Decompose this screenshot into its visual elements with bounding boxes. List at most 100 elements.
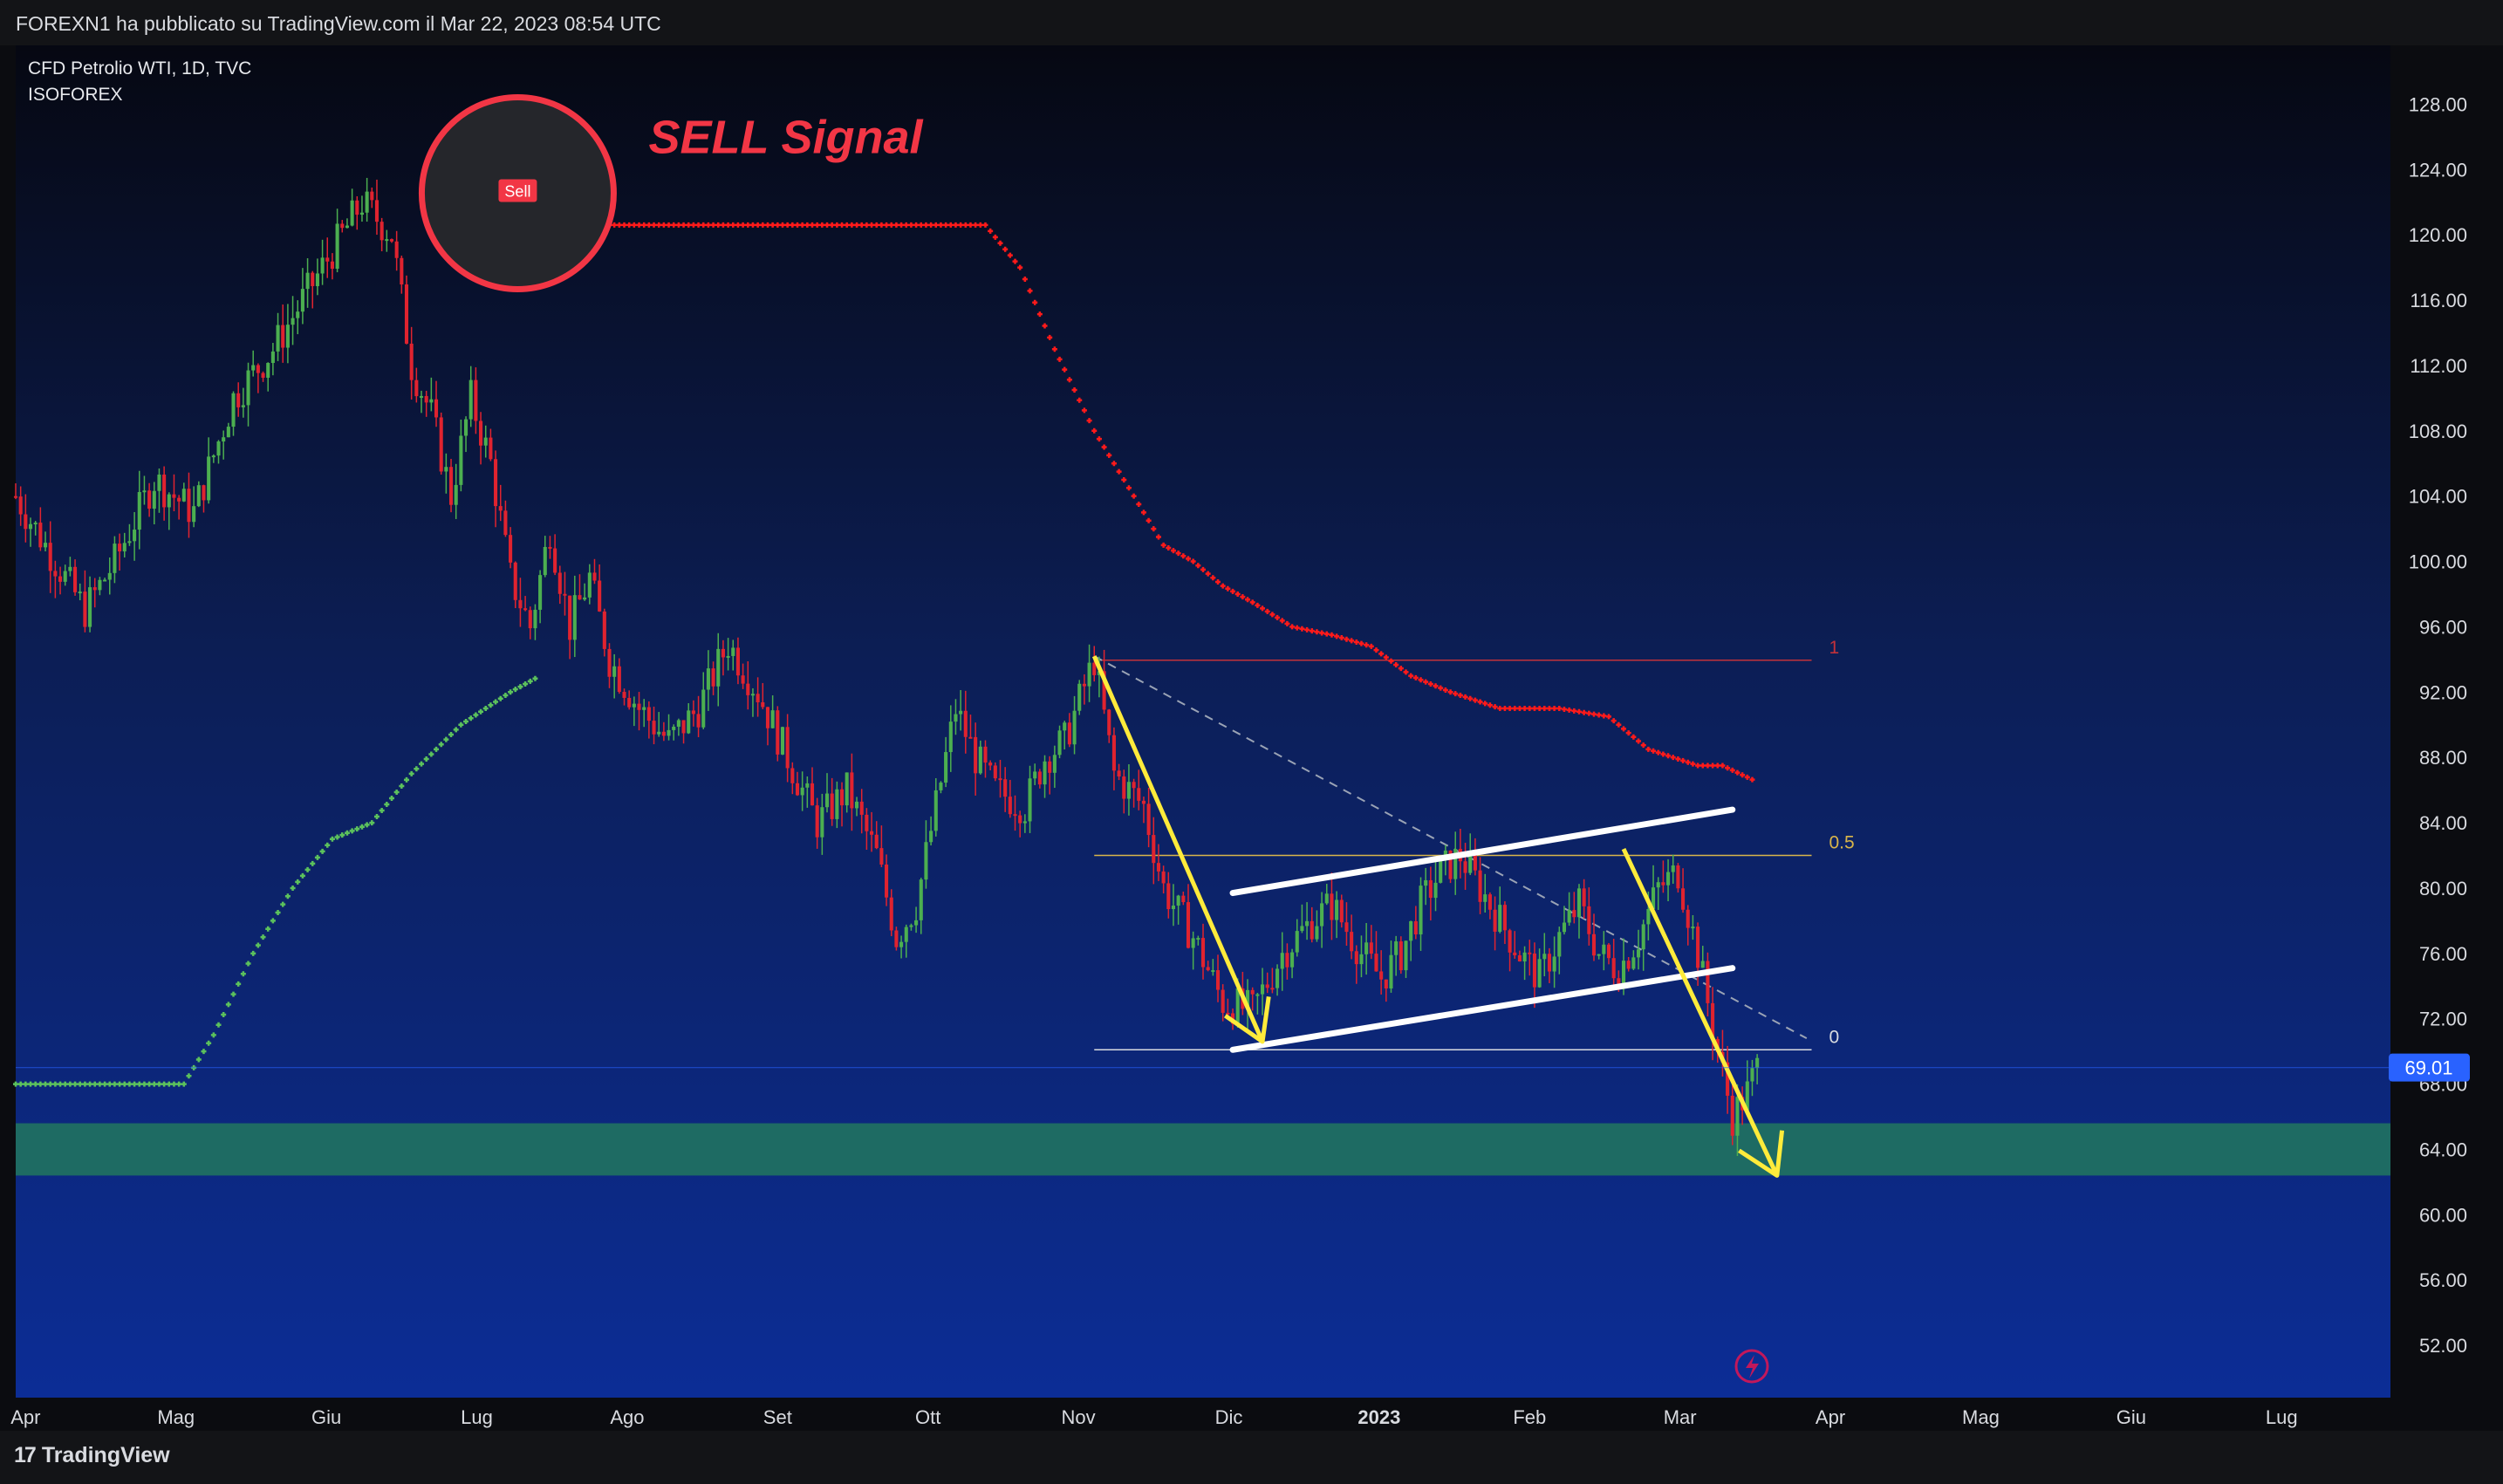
trailing-stop-bear-dot [1660,751,1666,757]
trailing-stop-bear-dot [1279,618,1285,624]
candle-body [1211,970,1215,973]
candle-body [874,834,879,849]
candle-body [1141,800,1145,804]
candle-body [1557,932,1562,957]
candle-body [988,763,993,766]
trailing-stop-bear-dot [903,222,909,228]
candle-body [409,343,414,380]
candle-body [1587,906,1591,934]
trailing-stop-bear-dot [1314,629,1320,635]
trailing-stop-bull-dot [156,1081,162,1087]
tradingview-logo[interactable]: 17 TradingView [14,1443,170,1468]
candle-body [1433,882,1438,899]
candle-body [127,541,132,544]
time-axis-tick: Lug [461,1406,493,1428]
trailing-stop-bull-dot [112,1081,118,1087]
time-axis-tick: Lug [2266,1406,2298,1428]
candle-body [122,543,127,552]
candle-body [954,714,958,722]
candle-body [276,325,280,352]
candle-body [1166,883,1171,910]
trailing-stop-bear-dot [720,222,726,228]
candle-body [750,694,755,696]
candle-body [1018,815,1022,824]
candle-body [1478,870,1482,902]
trailing-stop-bear-dot [651,222,657,228]
trailing-stop-bear-dot [740,222,746,228]
candle-body [1453,849,1458,879]
trailing-stop-bear-dot [1136,502,1142,508]
candle-body [1354,951,1358,965]
candle-body [1235,988,1240,1024]
trailing-stop-bear-dot [1334,633,1340,639]
trailing-stop-bull-dot [310,860,316,866]
trailing-stop-bear-dot [1205,571,1211,577]
candle-body [578,595,582,600]
candle-body [1428,879,1433,899]
candle-body [1656,882,1660,888]
trailing-stop-bull-dot [468,715,474,721]
trailing-stop-bear-dot [769,222,776,228]
candle-body [1730,1095,1734,1136]
candle-body [1483,894,1487,902]
candle-body [83,592,87,627]
candle-body [459,435,463,485]
candle-body [765,707,770,728]
time-axis-tick: Mag [157,1406,195,1428]
trailing-stop-bull-dot [354,826,360,832]
trailing-stop-bear-dot [745,222,751,228]
trailing-stop-bear-dot [641,222,647,228]
trailing-stop-bull-dot [339,832,345,838]
trailing-stop-bull-dot [260,934,266,940]
candle-body [1641,924,1645,950]
trailing-stop-bear-dot [1492,704,1498,710]
candle-body [28,523,33,530]
trailing-stop-bull-dot [399,783,405,789]
candle-body [1676,865,1680,889]
time-axis-tick: Giu [2117,1406,2146,1428]
channel-line [1229,965,1736,1053]
symbol-title: CFD Petrolio WTI, 1D, TVC [28,58,251,79]
candle-body [785,727,790,769]
candle-body [142,490,147,493]
price-axis-tick: 116.00 [2410,290,2467,311]
trailing-stop-bear-dot [1304,626,1310,633]
trailing-stop-bear-dot [631,222,637,228]
plot-background [16,45,2390,1398]
candle-body [919,879,923,920]
tradingview-brand-text: TradingView [41,1443,170,1467]
candle-body [974,736,978,774]
trailing-stop-bear-dot [749,222,756,228]
candle-body [494,459,498,507]
candle-body [993,765,997,779]
candle-body [1419,886,1423,935]
trailing-stop-bear-dot [997,240,1003,246]
trailing-stop-bear-dot [1442,687,1448,693]
trailing-stop-bull-dot [206,1040,212,1046]
trailing-stop-bear-dot [953,222,959,228]
candle-body [266,363,270,378]
time-axis-tick: Ott [915,1406,940,1428]
trailing-stop-bear-dot [1042,323,1048,329]
candle-body [311,272,315,286]
candle-body [394,241,399,258]
trailing-stop-bear-dot [899,222,905,228]
candle-body [929,831,933,843]
trailing-stop-bull-dot [265,926,271,932]
time-axis-panel [0,1398,2503,1431]
trailing-stop-bear-dot [1427,680,1433,687]
trailing-stop-bear-dot [1160,542,1166,548]
trailing-stop-bull-dot [508,689,514,695]
candle-body [667,729,671,736]
trailing-stop-bull-dot [250,950,256,956]
candle-body [1206,967,1210,971]
publication-text: FOREXN1 ha pubblicato su TradingView.com… [16,12,661,35]
candle-body [1369,942,1373,954]
tradingview-logo-icon: 17 [14,1443,37,1467]
trailing-stop-bull-dot [166,1081,172,1087]
time-axis-tick: 2023 [1358,1406,1400,1428]
candle-body [1745,1081,1749,1111]
candle-body [687,710,691,734]
trailing-stop-bear-dot [1200,566,1206,572]
